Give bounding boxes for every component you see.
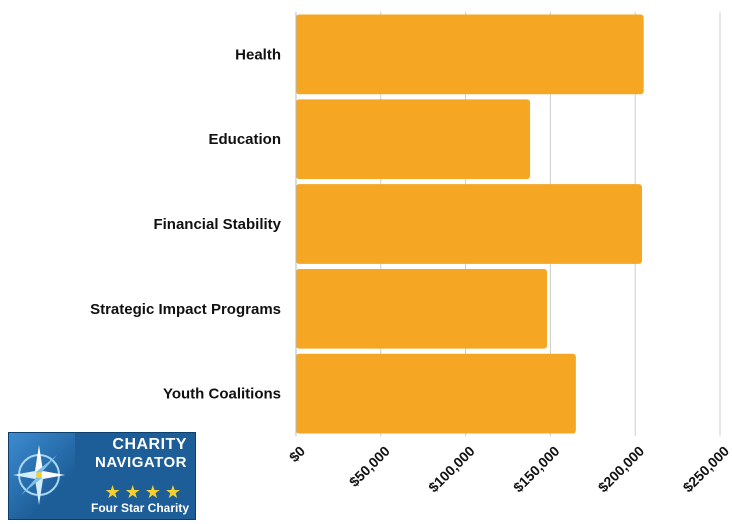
x-tick-label: $250,000	[680, 443, 732, 496]
bars	[296, 14, 644, 434]
x-tick-label: $150,000	[510, 443, 563, 496]
x-tick-labels: $0 $50,000 $100,000 $150,000 $200,000 $250,00…	[286, 443, 732, 496]
charity-navigator-badge: CHARITY NAVIGATOR ★★★★ Four Star Charity	[8, 432, 196, 520]
category-label: Health	[235, 46, 281, 63]
category-label: Financial Stability	[153, 216, 281, 233]
x-tick-label: $100,000	[425, 443, 478, 496]
x-tick-label: $0	[286, 443, 308, 465]
badge-footer: Four Star Charity	[90, 501, 189, 515]
category-labels: Health Education Financial Stability Strate…	[90, 46, 282, 402]
bar	[296, 14, 644, 95]
badge-line-navigator: NAVIGATOR	[94, 454, 187, 471]
category-label: Strategic Impact Programs	[90, 301, 281, 318]
badge-line-charity: CHARITY	[112, 436, 187, 453]
badge-title: CHARITY NAVIGATOR	[94, 435, 187, 471]
x-tick-label: $200,000	[595, 443, 648, 496]
bar	[296, 99, 531, 180]
bar	[296, 184, 642, 264]
x-tick-label: $50,000	[346, 443, 393, 490]
bar	[296, 268, 548, 349]
badge-stars: ★★★★	[104, 482, 185, 503]
compass-icon	[13, 445, 65, 505]
category-label: Youth Coalitions	[163, 386, 281, 403]
bar	[296, 353, 576, 434]
category-label: Education	[208, 131, 281, 148]
